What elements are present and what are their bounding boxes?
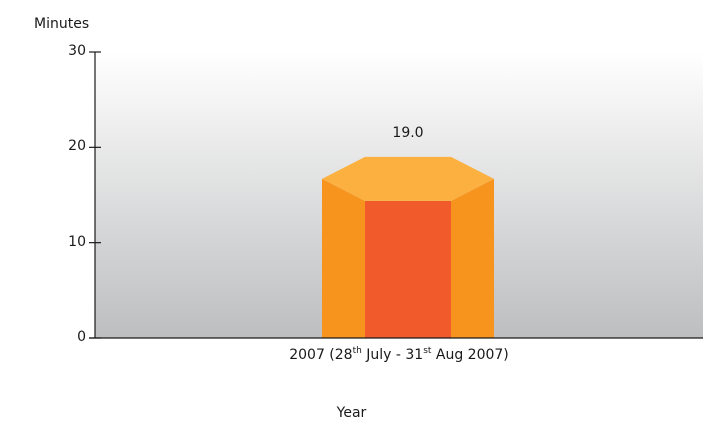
bar-data-label: 19.0	[392, 124, 424, 141]
bar-top-face	[322, 156, 494, 201]
bar-right-face	[451, 178, 494, 338]
y-tick-label: 10	[68, 233, 86, 250]
x-tick-label: 2007 (28th July - 31st Aug 2007)	[95, 346, 703, 363]
x-tick-label-part: July - 31	[361, 347, 424, 363]
x-tick-label-superscript: th	[352, 346, 362, 356]
x-axis-label: Year	[336, 405, 367, 421]
y-axis-label: Minutes	[34, 16, 90, 32]
x-tick-label-part: Aug 2007)	[431, 347, 509, 363]
bar-left-face	[322, 178, 365, 338]
x-tick-label-superscript: st	[423, 346, 432, 356]
bar-front-face	[365, 200, 451, 338]
y-tick-label: 0	[77, 329, 86, 345]
y-tick-label: 20	[68, 138, 86, 155]
y-tick-label: 30	[68, 43, 86, 59]
x-tick-label-part: 2007 (28	[289, 347, 353, 363]
